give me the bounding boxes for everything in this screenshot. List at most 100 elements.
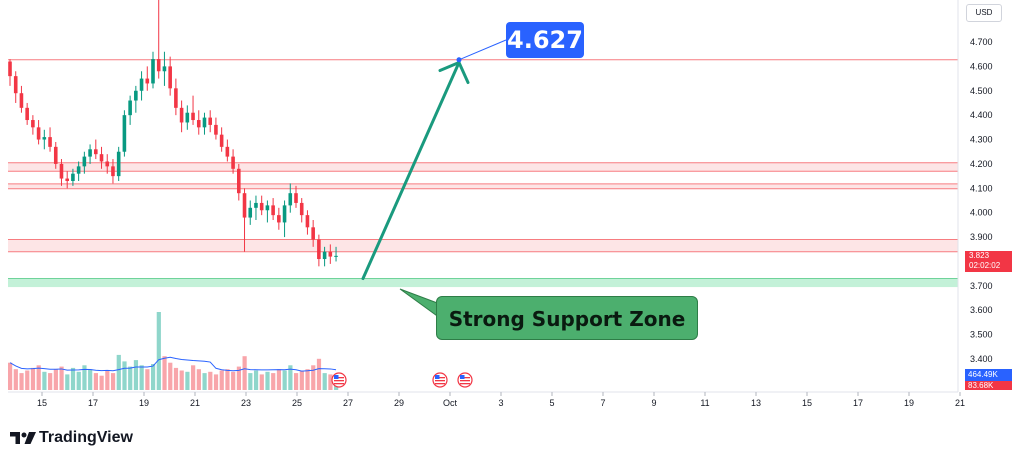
candle-body — [219, 134, 224, 147]
volume-bar — [145, 369, 150, 390]
volume-ma-line — [9, 356, 337, 372]
x-tick-label: 15 — [37, 398, 47, 408]
flag-stripe — [435, 380, 445, 382]
y-tick-label: 4.300 — [970, 135, 993, 145]
volume-bar — [196, 369, 201, 390]
volume-bar — [179, 370, 184, 390]
candle-body — [214, 124, 218, 135]
volume-bar — [139, 365, 144, 390]
x-tick-label: 17 — [88, 398, 98, 408]
candle-body — [185, 112, 190, 123]
candle-body — [94, 149, 98, 155]
candle-body — [208, 117, 212, 125]
candle-body — [82, 156, 87, 167]
volume-badge: 464.49K — [965, 369, 1012, 381]
volume-bar — [242, 356, 247, 390]
last-price-badge: 3.823 02:02:02 — [965, 251, 1012, 272]
us-event-flag-icon — [432, 372, 448, 388]
support-zone-callout: Strong Support Zone — [436, 296, 698, 340]
support-zone — [8, 278, 958, 288]
volume-bar — [276, 369, 282, 390]
us-event-flag-icon — [457, 372, 473, 388]
x-tick-label: 19 — [904, 398, 914, 408]
x-tick-label: 25 — [292, 398, 302, 408]
y-tick-label: 4.200 — [970, 159, 993, 169]
candle-body — [259, 202, 264, 211]
volume-bar — [294, 373, 299, 390]
tradingview-brand[interactable]: TradingView — [10, 428, 133, 448]
volume-bar — [231, 371, 236, 390]
currency-selector[interactable]: USD — [966, 4, 1002, 22]
projection-arrow-head — [438, 61, 470, 85]
volume-bar — [185, 371, 190, 390]
volume-bar — [133, 360, 139, 390]
candle-body — [71, 173, 75, 181]
candle-body — [196, 120, 201, 128]
candle-body — [128, 100, 132, 116]
volume-bar — [30, 367, 36, 390]
candle-body — [76, 166, 81, 174]
volume-bar — [110, 373, 116, 390]
candle-body — [294, 193, 298, 203]
candle-body — [242, 193, 247, 218]
volume-bar — [82, 365, 87, 390]
volume-bar — [42, 371, 47, 390]
volume-bar — [259, 374, 264, 390]
volume-bar — [248, 373, 253, 390]
candle-body — [122, 115, 127, 152]
volume-bar — [173, 367, 179, 390]
x-tick-label: 29 — [394, 398, 404, 408]
candle-body — [334, 255, 338, 257]
flag-stripe — [334, 383, 344, 385]
candle-body — [88, 149, 92, 157]
volume-bar — [116, 354, 121, 390]
volume-bar — [99, 375, 104, 390]
volume-bar — [93, 373, 98, 390]
flag-stripe — [460, 380, 470, 382]
projection-arrow — [361, 61, 461, 281]
candle-body — [19, 93, 24, 108]
candle-body — [322, 251, 327, 260]
volume-bar — [162, 356, 167, 390]
candle-body — [162, 66, 167, 72]
x-tick-label: 11 — [700, 398, 709, 408]
volume-bar — [19, 373, 24, 390]
candle-body — [237, 168, 241, 194]
candle-body — [179, 107, 184, 123]
flag-stripe — [334, 380, 344, 382]
flag-canton — [334, 375, 339, 379]
flag-stripe — [460, 383, 470, 385]
flag-stripe — [435, 377, 445, 379]
candle-body — [174, 88, 178, 108]
candles-layer — [8, 0, 338, 267]
volume-bar — [70, 367, 76, 390]
candle-body — [42, 137, 47, 140]
candle-body — [231, 156, 235, 169]
supply-zone — [8, 239, 958, 252]
volume-bar — [271, 373, 276, 390]
y-tick-label: 3.500 — [970, 330, 993, 340]
y-tick-label: 3.900 — [970, 232, 993, 242]
volume-sell-badge: 83.68K — [965, 381, 1012, 390]
volume-bar — [25, 370, 30, 390]
projection-layer — [361, 39, 507, 319]
candle-body — [8, 61, 12, 77]
volume-bar — [76, 371, 81, 390]
volume-bar — [65, 374, 70, 390]
y-tick-label: 4.600 — [970, 61, 993, 71]
target-point — [456, 57, 462, 63]
tradingview-logo-icon — [10, 432, 36, 444]
y-tick-label: 4.700 — [970, 37, 993, 47]
candle-body — [317, 239, 321, 260]
candle-body — [265, 205, 270, 211]
candle-body — [59, 163, 64, 179]
candle-body — [31, 120, 35, 128]
volume-bar — [253, 370, 259, 390]
candle-body — [134, 90, 138, 101]
candle-body — [277, 215, 281, 223]
resistance-zone-upper — [8, 162, 958, 172]
volume-bar — [219, 370, 224, 390]
volume-bar — [265, 371, 270, 390]
candle-body — [311, 227, 315, 240]
